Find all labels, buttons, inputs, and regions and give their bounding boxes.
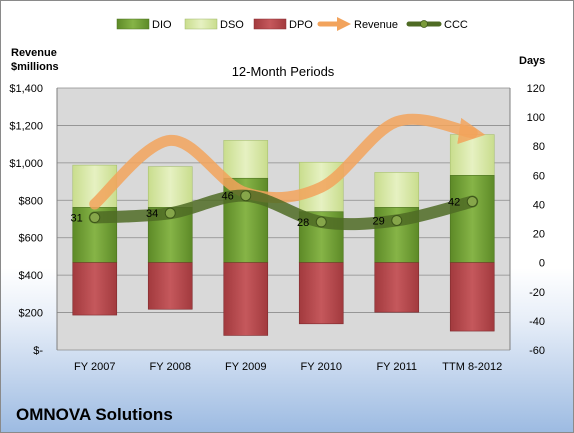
left-tick-label: $1,200 [9, 120, 43, 132]
right-tick-label: -60 [529, 345, 545, 357]
left-tick-label: $- [33, 345, 43, 357]
legend-swatch-revenue [317, 17, 351, 31]
right-tick-label: -20 [529, 287, 545, 299]
ccc-data-label: 28 [297, 217, 309, 229]
left-tick-label: $1,000 [9, 158, 43, 170]
category-label: FY 2008 [150, 361, 191, 373]
left-tick-label: $800 [19, 195, 43, 207]
bar-dpo [298, 262, 344, 325]
ccc-data-label: 29 [373, 215, 385, 227]
legend: DIO DSO DPO Revenue CCC [116, 17, 468, 31]
right-tick-label: 40 [533, 199, 545, 211]
category-label: TTM 8-2012 [442, 361, 502, 373]
left-tick-label: $400 [19, 270, 43, 282]
right-axis: 120 100 80 60 40 20 0 -20 -40 -60 [527, 83, 545, 357]
ccc-data-label: 34 [146, 208, 158, 220]
ccc-point [89, 212, 101, 224]
revenue-series [89, 113, 486, 210]
left-tick-label: $1,400 [9, 83, 43, 95]
legend-swatch-dio [116, 18, 150, 30]
gridlines [56, 87, 511, 351]
legend-swatch-dpo [253, 18, 287, 30]
ccc-point [466, 196, 478, 208]
bar-dpo [449, 262, 495, 332]
ccc-point [164, 207, 176, 219]
legend-label-dio: DIO [152, 19, 172, 31]
ccc-point [315, 216, 327, 228]
right-tick-label: 80 [533, 141, 545, 153]
legend-swatch-dso [184, 18, 218, 30]
category-label: FY 2010 [301, 361, 342, 373]
ccc-data-label: 42 [448, 197, 460, 209]
legend-swatch-ccc [406, 20, 442, 28]
chart-title: 12-Month Periods [232, 64, 335, 79]
right-tick-label: -40 [529, 316, 545, 328]
ccc-point [391, 214, 403, 226]
left-axis: $1,400 $1,200 $1,000 $800 $600 $400 $200 $- [9, 83, 43, 357]
right-tick-label: 20 [533, 229, 545, 241]
category-label: FY 2011 [376, 361, 417, 373]
right-axis-title: Days [519, 55, 545, 67]
category-label: FY 2009 [225, 361, 266, 373]
ccc-series: 31 34 46 28 29 42 [71, 189, 479, 231]
bar-dpo [374, 262, 420, 313]
left-tick-label: $200 [19, 308, 43, 320]
left-axis-title-line2: $millions [11, 61, 59, 73]
bar-dio [449, 175, 495, 263]
left-tick-label: $600 [19, 233, 43, 245]
category-axis: FY 2007 FY 2008 FY 2009 FY 2010 FY 2011 TTM 8… [74, 361, 502, 373]
right-tick-label: 100 [527, 112, 545, 124]
ccc-data-label: 46 [222, 191, 234, 203]
ccc-line [88, 189, 479, 231]
legend-label-dpo: DPO [289, 19, 313, 31]
right-tick-label: 120 [527, 83, 545, 95]
legend-label-revenue: Revenue [354, 19, 398, 31]
bar-dpo [147, 262, 193, 310]
right-tick-label: 0 [539, 258, 545, 270]
company-name: OMNOVA Solutions [16, 405, 173, 424]
right-tick-label: 60 [533, 170, 545, 182]
left-axis-title-line1: Revenue [11, 47, 57, 59]
ccc-data-label: 31 [71, 213, 83, 225]
ccc-point [240, 190, 252, 202]
bar-dpo [223, 262, 269, 336]
category-label: FY 2007 [74, 361, 115, 373]
legend-label-ccc: CCC [444, 19, 468, 31]
legend-label-dso: DSO [220, 19, 244, 31]
revenue-line [89, 113, 486, 210]
bar-dpo [72, 262, 118, 316]
